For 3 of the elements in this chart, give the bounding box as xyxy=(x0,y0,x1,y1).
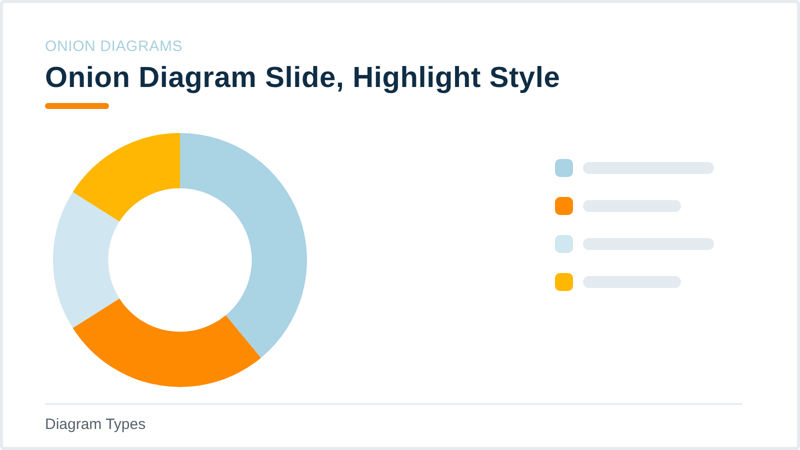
chart-title: Onion Diagram Slide, Highlight Style xyxy=(45,61,560,95)
chart-subtitle: ONION DIAGRAMS xyxy=(45,38,183,56)
text: Diagram Types xyxy=(45,416,146,434)
